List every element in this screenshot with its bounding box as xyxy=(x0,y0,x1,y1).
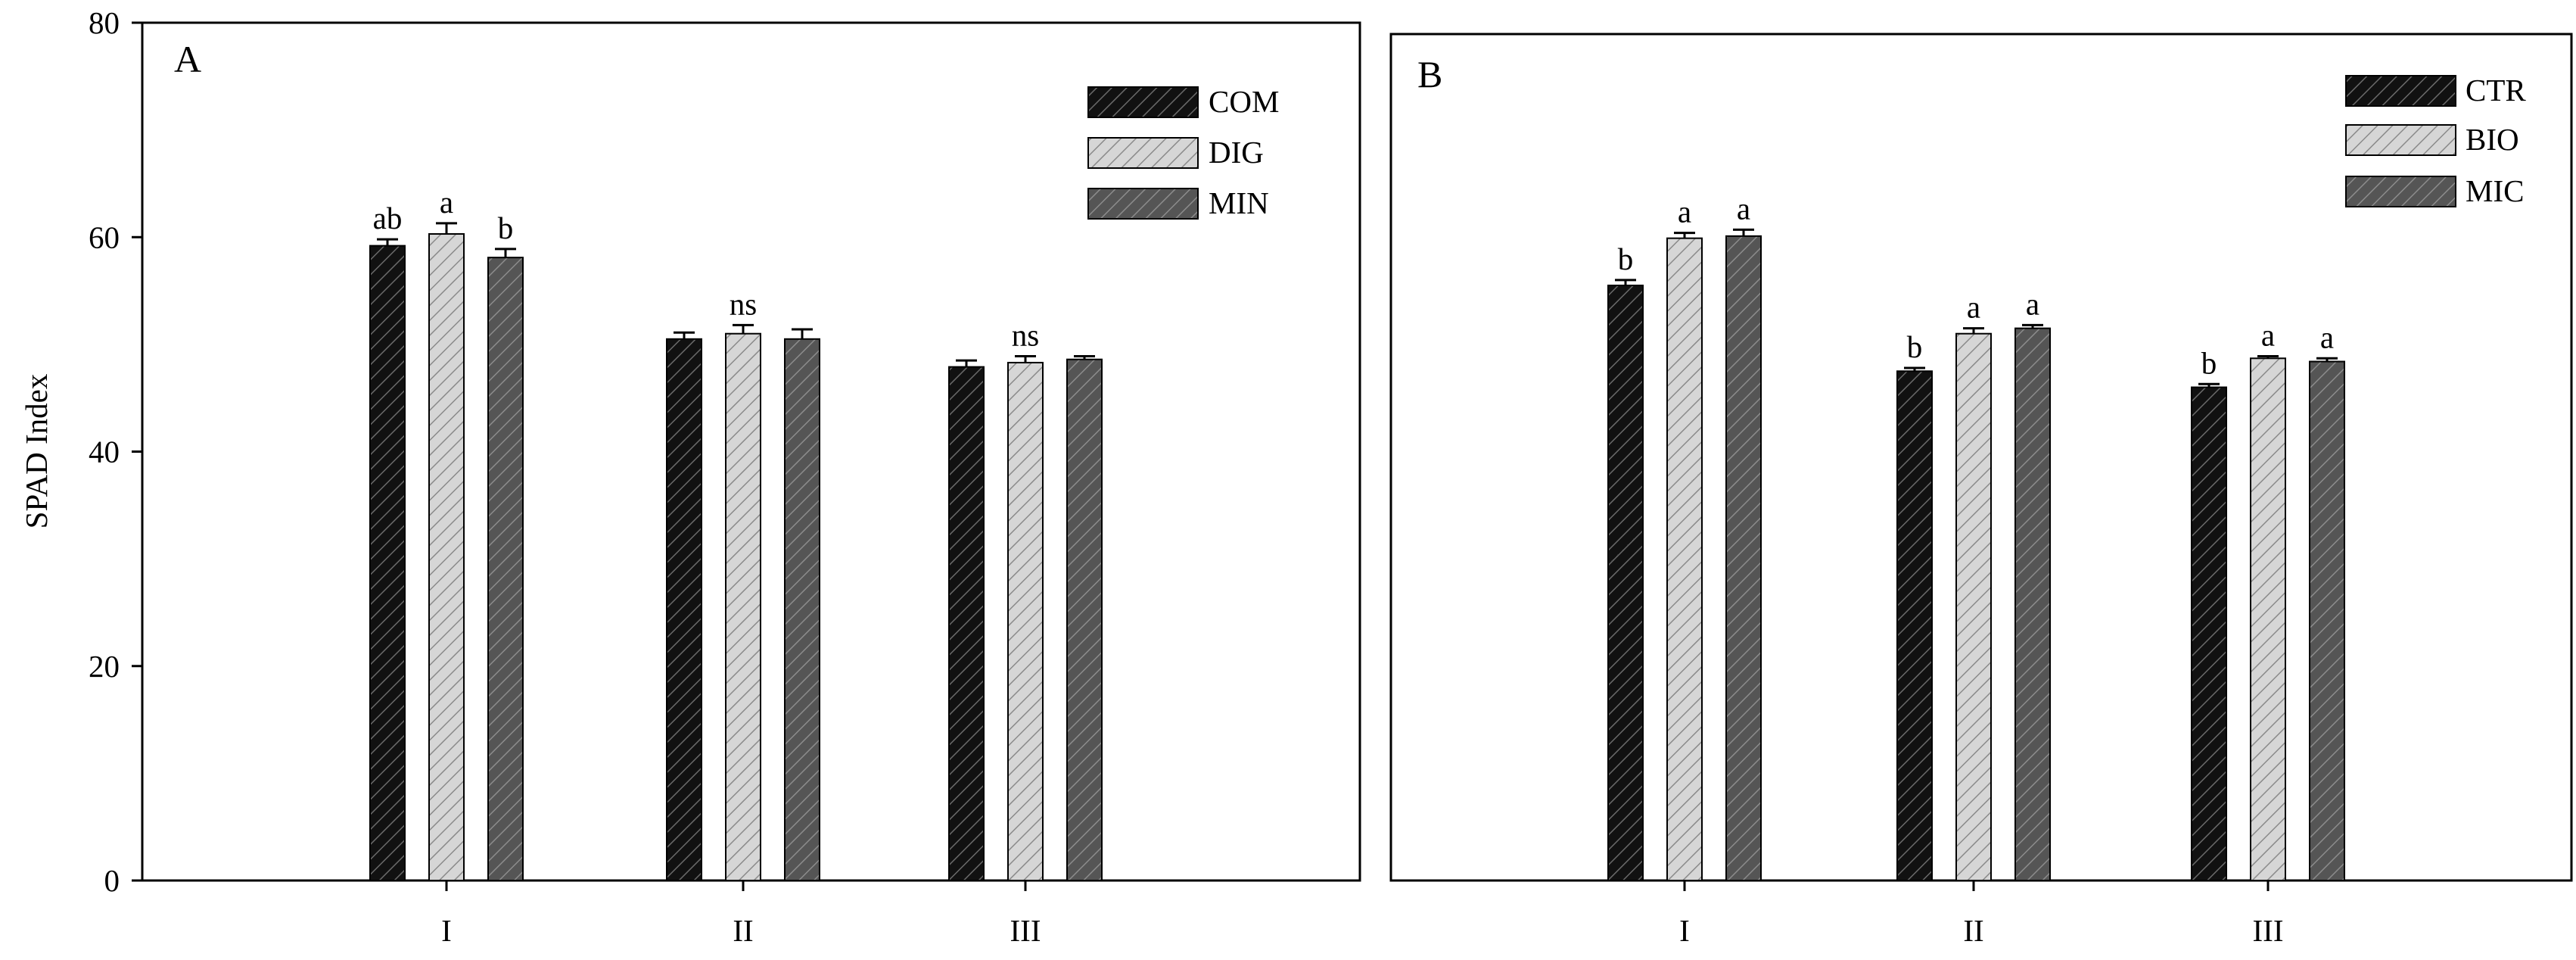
bar-mic-ii xyxy=(2014,327,2051,882)
bar-mic-i xyxy=(1725,235,1762,881)
bar-mic-iii xyxy=(2309,360,2345,882)
bar-ctr-ii xyxy=(1896,370,1933,881)
panel-a-y-axis: 0 20 40 60 80 xyxy=(89,5,142,898)
significance-label: a xyxy=(1678,195,1691,229)
significance-label: a xyxy=(2320,319,2334,354)
bar-dig-ii xyxy=(725,332,761,881)
panel-a-legend: COM DIG MIN xyxy=(1087,84,1279,220)
panel-a-x-axis: I II III xyxy=(441,881,1041,948)
y-axis-title: SPAD Index xyxy=(19,374,54,529)
legend-label-bio: BIO xyxy=(2466,122,2519,157)
panel-b: B I II III ba aba aba a CTR BIO MIC xyxy=(1389,33,2573,948)
panel-b-legend: CTR BIO MIC xyxy=(2345,73,2526,208)
bar-min-iii xyxy=(1066,358,1103,881)
y-tick-label: 40 xyxy=(89,435,120,469)
bar-ctr-i xyxy=(1607,284,1644,881)
legend-swatch-com xyxy=(1087,86,1199,118)
significance-label: a xyxy=(2261,317,2275,352)
y-tick-label: 0 xyxy=(104,863,120,898)
legend-label-com: COM xyxy=(1209,84,1279,119)
legend-swatch-bio xyxy=(2345,124,2456,156)
legend-label-mic: MIC xyxy=(2466,173,2524,208)
x-tick-label: II xyxy=(1963,913,1983,948)
bar-bio-i xyxy=(1666,237,1703,881)
legend-swatch-ctr xyxy=(2345,75,2456,107)
y-tick-label: 60 xyxy=(89,220,120,254)
significance-label: a xyxy=(1737,191,1750,226)
significance-label: b xyxy=(1907,329,1923,364)
x-tick-label: II xyxy=(733,913,753,948)
significance-label: ns xyxy=(1012,317,1039,352)
significance-label: b xyxy=(2201,345,2217,380)
significance-label: ab xyxy=(373,201,403,235)
bar-bio-iii xyxy=(2250,357,2286,881)
y-tick-label: 80 xyxy=(89,5,120,40)
significance-label: b xyxy=(498,210,514,245)
legend-label-dig: DIG xyxy=(1209,135,1264,170)
bar-min-ii xyxy=(784,338,820,881)
legend-label-ctr: CTR xyxy=(2466,73,2526,108)
significance-label: a xyxy=(2026,286,2039,321)
panel-b-x-axis: I II III xyxy=(1679,881,2283,948)
bar-com-i xyxy=(369,245,406,881)
bar-min-i xyxy=(487,257,524,881)
x-tick-label: III xyxy=(2253,913,2284,948)
panel-b-label: B xyxy=(1417,53,1442,95)
x-tick-label: III xyxy=(1010,913,1041,948)
bar-dig-i xyxy=(428,233,465,882)
x-tick-label: I xyxy=(1679,913,1690,948)
y-tick-label: 20 xyxy=(89,649,120,684)
x-tick-label: I xyxy=(441,913,452,948)
panel-b-bars: b a a b a a b a a xyxy=(1607,191,2345,882)
legend-swatch-mic xyxy=(2345,176,2456,207)
bar-dig-iii xyxy=(1007,361,1044,882)
significance-label: ns xyxy=(730,286,757,321)
bar-bio-ii xyxy=(1955,332,1992,881)
bar-com-ii xyxy=(666,338,702,881)
bar-com-iii xyxy=(948,366,985,881)
significance-label: a xyxy=(440,185,453,220)
significance-label: a xyxy=(1967,290,1980,325)
legend-swatch-min xyxy=(1087,188,1199,220)
legend-swatch-dig xyxy=(1087,137,1199,169)
significance-label: b xyxy=(1618,242,1634,276)
legend-label-min: MIN xyxy=(1209,185,1269,220)
panel-a-label: A xyxy=(174,38,201,80)
bar-ctr-iii xyxy=(2191,386,2227,881)
